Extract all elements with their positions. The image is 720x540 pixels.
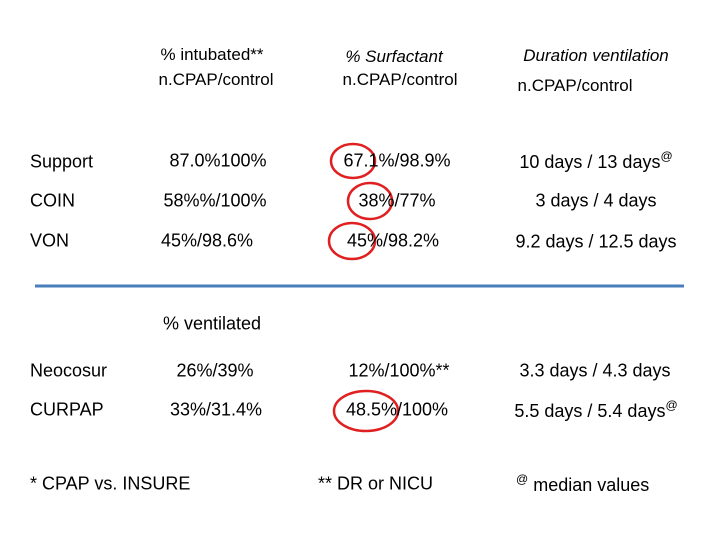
subheader: % ventilated	[163, 313, 262, 334]
cell: 5.5 days / 5.4 days@	[514, 398, 677, 422]
cell: 87.0%100%	[169, 150, 267, 171]
cell: 67.1%/98.9%	[343, 150, 451, 171]
column-header: n.CPAP/control	[158, 70, 274, 89]
footnote: ** DR or NICU	[318, 473, 434, 494]
cell: 9.2 days / 12.5 days	[515, 231, 677, 252]
column-header: % Surfactant	[345, 47, 443, 66]
row-label: VON	[30, 230, 70, 251]
cell: 10 days / 13 days@	[519, 149, 672, 173]
cell: 48.5%/100%	[345, 399, 449, 420]
row-label: Support	[30, 151, 94, 172]
cell: 26%/39%	[176, 360, 254, 381]
footnote: * CPAP vs. INSURE	[30, 473, 191, 494]
cell: 12%/100%**	[348, 360, 450, 381]
highlight-circle	[327, 221, 377, 261]
highlight-circle	[346, 181, 394, 221]
column-header: % intubated**	[160, 45, 264, 64]
highlight-circle	[329, 142, 377, 180]
row-label: Neocosur	[30, 360, 108, 381]
cell-text: 5.5 days / 5.4 days	[514, 401, 666, 421]
column-header: Duration ventilation	[523, 46, 669, 65]
row-label: CURPAP	[30, 399, 104, 420]
superscript: @	[516, 472, 529, 486]
column-header: n.CPAP/control	[517, 76, 633, 95]
highlight-circle	[332, 389, 400, 433]
cell: 3 days / 4 days	[535, 190, 657, 211]
superscript: @	[665, 398, 678, 412]
column-header: n.CPAP/control	[342, 70, 458, 89]
cell: 33%/31.4%	[169, 399, 263, 420]
cell: 45%/98.6%	[160, 230, 254, 251]
cell: 45%/98.2%	[346, 230, 440, 251]
footnote: @ median values	[516, 472, 649, 496]
cell: 3.3 days / 4.3 days	[519, 360, 671, 381]
superscript: @	[660, 149, 673, 163]
row-label: COIN	[30, 190, 75, 211]
footnote-text: median values	[533, 475, 650, 495]
cell: 38%/77%	[358, 190, 436, 211]
cell: 58%%/100%	[163, 190, 267, 211]
cell-text: 10 days / 13 days	[519, 152, 661, 172]
